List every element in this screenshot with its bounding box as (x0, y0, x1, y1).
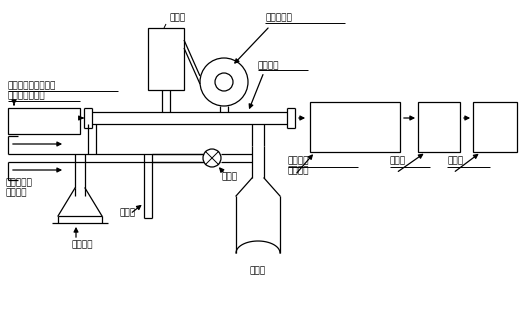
Bar (473, 102, 517, 152)
Text: （試料）: （試料） (5, 188, 27, 197)
Circle shape (200, 58, 248, 106)
Text: バーナー: バーナー (72, 240, 93, 249)
Text: モノクロ: モノクロ (288, 156, 310, 165)
Text: コック: コック (222, 172, 238, 181)
Text: 水銀中空陰極ランプ: 水銀中空陰極ランプ (8, 81, 57, 90)
Circle shape (203, 149, 221, 167)
Text: 流量計: 流量計 (170, 13, 186, 22)
Text: 吸引ポンプ: 吸引ポンプ (265, 13, 292, 22)
Circle shape (215, 73, 233, 91)
Text: 乾燥塔: 乾燥塔 (250, 266, 266, 276)
Bar (310, 102, 400, 152)
Text: 又は水銀ランプ: 又は水銀ランプ (8, 91, 46, 100)
Text: メーター: メーター (288, 166, 310, 175)
Text: 吸収セル: 吸収セル (258, 61, 279, 70)
Text: 記録計: 記録計 (447, 156, 463, 165)
Text: 加熱管: 加熱管 (120, 208, 136, 217)
Bar (418, 102, 460, 152)
Text: 磁気ポート: 磁気ポート (5, 178, 32, 187)
Text: 測光部: 測光部 (390, 156, 406, 165)
Bar (8, 108, 80, 134)
Bar (148, 28, 184, 90)
